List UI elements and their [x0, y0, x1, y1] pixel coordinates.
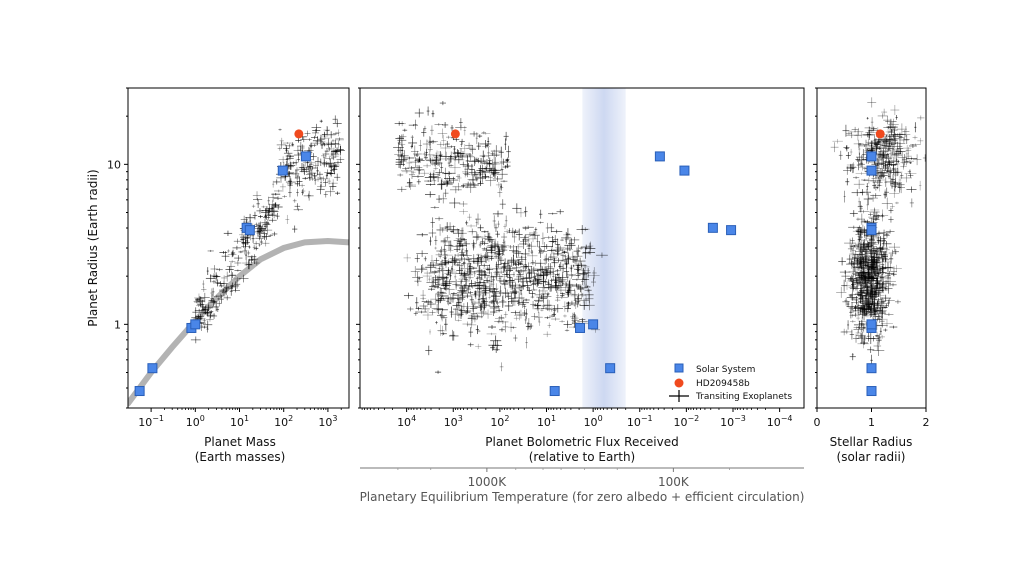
solar-system-point [277, 165, 288, 176]
x-tick-label: 104 [397, 414, 416, 429]
x-tick-label: 101 [537, 414, 556, 429]
y-axis-label: Planet Radius (Earth radii) [86, 169, 100, 326]
x-tick-label: 10−1 [138, 414, 164, 429]
x-tick-label: 102 [274, 414, 293, 429]
solar-system-point [605, 363, 616, 374]
x-axis-label-unit: (relative to Earth) [529, 450, 635, 464]
solar-system-point [147, 363, 158, 374]
solar-system-point [134, 386, 145, 397]
solar-system-point [300, 151, 311, 162]
solar-system-markers [134, 151, 311, 397]
temperature-axis-label: Planetary Equilibrium Temperature (for z… [360, 490, 805, 504]
legend-hd-marker [674, 378, 684, 388]
solar-system-point [654, 151, 665, 162]
x-tick-label: 101 [230, 414, 249, 429]
y-tick-label: 10 [107, 158, 121, 171]
hd209458b-marker [294, 129, 304, 139]
temperature-tick-label: 1000K [468, 475, 508, 489]
x-tick-label: 100 [186, 414, 205, 429]
solar-system-point [575, 322, 586, 333]
legend-hd-label: HD209458b [696, 379, 750, 389]
solar-system-point [190, 319, 201, 330]
x-tick-label: 10−1 [627, 414, 653, 429]
solar-system-point [588, 319, 599, 330]
legend: Solar System HD209458b Transiting Exopla… [669, 363, 792, 402]
solar-system-point [679, 165, 690, 176]
solar-system-markers [549, 151, 737, 397]
panel-flux-radius: 104 103 102 101 100 10−1 10−2 10−3 10−4 Planet B… [356, 87, 805, 504]
y-tick-label: 1 [114, 318, 121, 331]
x-axis-label: Planet Bolometric Flux Received [485, 435, 679, 449]
legend-transit-marker [669, 390, 689, 402]
x-tick-label: 100 [584, 414, 603, 429]
hd209458b-point [294, 129, 304, 139]
temperature-tick-label: 100K [658, 475, 690, 489]
hd209458b-marker [450, 129, 460, 139]
legend-solar-marker [674, 363, 684, 373]
legend-solar-label: Solar System [696, 365, 755, 375]
x-axis-label: Planet Mass [204, 435, 276, 449]
solar-system-point [707, 222, 718, 233]
x-tick-label: 10−4 [767, 414, 793, 429]
x-tick-label: 10−2 [673, 414, 699, 429]
hd209458b-point [450, 129, 460, 139]
habitable-zone-band [582, 88, 626, 408]
x-tick-label: 10−3 [720, 414, 746, 429]
x-tick-label: 103 [444, 414, 463, 429]
x-tick-label: 103 [318, 414, 337, 429]
x-tick-label: 102 [490, 414, 509, 429]
mass-radius-curve [128, 237, 349, 407]
legend-transit-label: Transiting Exoplanets [695, 392, 792, 402]
panel-mass-radius: 1 10 10−1 100 101 102 103 Planet Mass (Earth m… [86, 87, 350, 464]
temperature-axis: 1000K 100K Planetary Equilibrium Temperat… [360, 467, 805, 504]
solar-system-point [549, 386, 560, 397]
solar-system-point [726, 225, 737, 236]
exoplanet-points [393, 101, 608, 374]
solar-system-point [244, 225, 255, 236]
exoplanet-points [190, 115, 345, 344]
x-axis-label-unit: (Earth masses) [195, 450, 286, 464]
